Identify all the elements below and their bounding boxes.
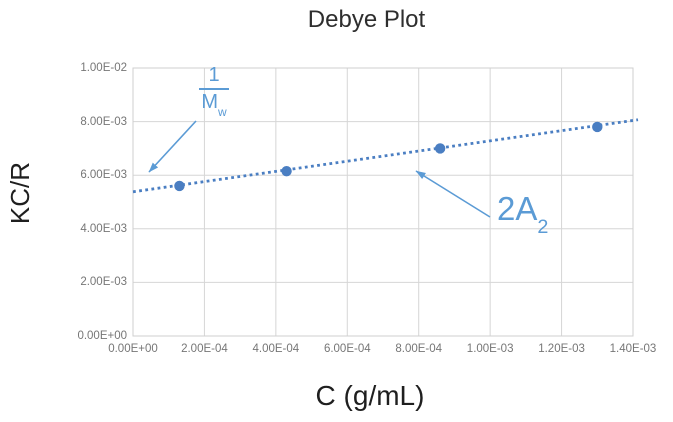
x-tick-label: 6.00E-04 (323, 343, 371, 355)
x-tick-label: 1.40E-03 (609, 343, 657, 355)
annotation-inverse-mw: 1 Mw (195, 64, 233, 119)
y-tick-label: 4.00E-03 (80, 222, 127, 235)
slope-label-subscript: 2 (537, 215, 549, 238)
x-tick-label: 0.00E+00 (108, 343, 158, 355)
plot-border (132, 67, 634, 337)
y-tick-label: 2.00E-03 (80, 276, 127, 289)
y-tick-label: 0.00E+00 (77, 330, 127, 342)
y-tick-label: 1.00E-02 (80, 62, 127, 74)
slope-label-base: 2A (497, 190, 538, 227)
data-point (592, 121, 603, 133)
fraction-denominator: Mw (195, 90, 233, 119)
denominator-base: M (201, 91, 218, 113)
y-tick-label: 6.00E-03 (80, 169, 127, 182)
x-tick-label: 4.00E-04 (252, 343, 300, 355)
x-tick-label: 8.00E-04 (395, 343, 443, 355)
data-point (281, 165, 292, 177)
x-tick-label: 1.00E-03 (466, 343, 514, 355)
y-tick-label: 8.00E-03 (80, 115, 127, 128)
x-tick-label: 1.20E-03 (538, 343, 585, 355)
data-point (174, 180, 185, 192)
slope-term-arrow (415, 170, 491, 218)
trendline (132, 118, 639, 194)
annotation-2a2: 2A2 (497, 190, 548, 236)
x-axis-title: C (g/mL) (315, 380, 425, 411)
fraction-numerator: 1 (199, 64, 229, 90)
denominator-subscript: w (218, 105, 227, 119)
chart-title: Debye Plot (307, 6, 426, 33)
data-point (434, 143, 446, 154)
intercept-term-arrow (148, 120, 197, 173)
x-tick-label: 2.00E-04 (181, 343, 228, 355)
